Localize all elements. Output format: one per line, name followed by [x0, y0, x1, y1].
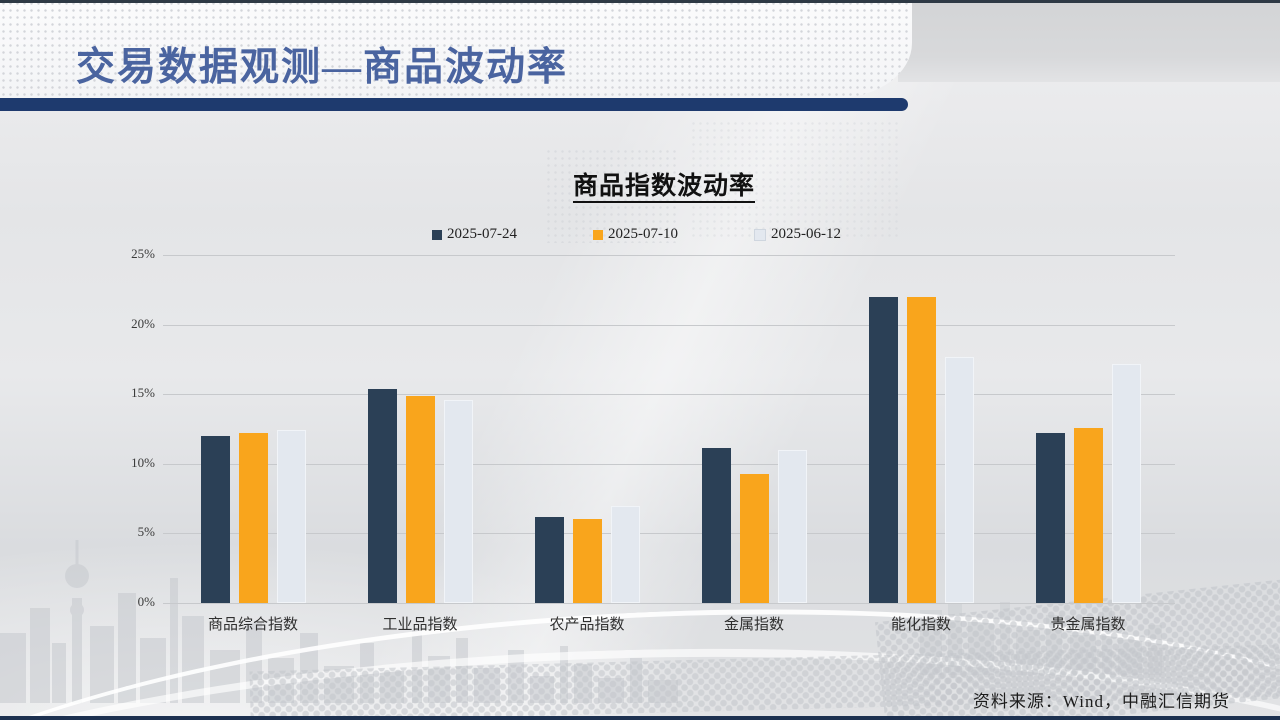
legend-marker [432, 229, 442, 240]
legend-marker [754, 228, 766, 241]
bar-2025-07-10 [572, 519, 602, 603]
y-axis-tick-label: 0% [137, 594, 155, 609]
legend-marker [593, 229, 603, 240]
title-band [0, 0, 912, 98]
slide-bottom-edge [0, 716, 1280, 720]
bar-2025-06-12 [610, 505, 640, 603]
y-axis-tick-label: 10% [131, 454, 155, 470]
x-axis-category-label: 工业品指数 [382, 617, 458, 633]
source-note: 资料来源：Wind，中融汇信期货 [972, 692, 1230, 711]
bar-2025-07-10 [739, 473, 769, 603]
gridline [163, 394, 1175, 396]
gridline [163, 255, 1175, 256]
legend-label: 2025-07-10 [608, 226, 678, 242]
y-axis-tick-label: 5% [137, 524, 155, 540]
bar-2025-06-12 [777, 449, 807, 603]
bar-2025-07-10 [238, 433, 268, 603]
x-axis-category-label: 农产品指数 [549, 617, 625, 633]
bar-2025-07-24 [868, 296, 898, 603]
bar-2025-07-10 [405, 395, 435, 603]
x-axis-category-label: 金属指数 [723, 617, 784, 633]
x-axis-category-label: 能化指数 [890, 617, 951, 633]
background-top-right-band [898, 0, 1280, 82]
legend-item: 2025-07-10 [593, 226, 678, 243]
gridline [163, 533, 1175, 535]
y-axis-tick-label: 15% [131, 385, 155, 401]
title-underline [0, 98, 908, 111]
y-axis-tick-label: 25% [131, 246, 155, 261]
chart-legend: 2025-07-24 2025-07-10 2025-06-12 [432, 226, 841, 243]
x-axis-category-label: 商品综合指数 [207, 617, 298, 633]
gridline [163, 324, 1175, 326]
gridline [163, 463, 1175, 465]
legend-label: 2025-07-24 [447, 226, 517, 242]
chart-title: 商品指数波动率 [572, 173, 755, 200]
bar-2025-06-12 [276, 430, 306, 603]
bar-2025-07-10 [1073, 427, 1103, 603]
bar-2025-07-24 [1035, 433, 1065, 603]
bar-2025-07-24 [200, 435, 230, 603]
legend-item: 2025-06-12 [754, 226, 841, 243]
legend-item: 2025-07-24 [432, 226, 517, 243]
bar-2025-06-12 [944, 356, 974, 603]
page-title: 交易数据观测—商品波动率 [76, 46, 569, 89]
bar-2025-07-24 [534, 516, 564, 603]
slide-top-edge [0, 0, 1280, 3]
bar-2025-07-24 [367, 388, 397, 603]
gridline [163, 603, 1175, 604]
bar-2025-06-12 [1111, 363, 1141, 603]
y-axis-tick-label: 20% [131, 315, 155, 331]
bar-2025-06-12 [443, 399, 473, 603]
legend-label: 2025-06-12 [771, 226, 841, 242]
bar-2025-07-24 [701, 448, 731, 603]
bar-2025-07-10 [906, 296, 936, 603]
x-axis-category-label: 贵金属指数 [1050, 617, 1126, 633]
